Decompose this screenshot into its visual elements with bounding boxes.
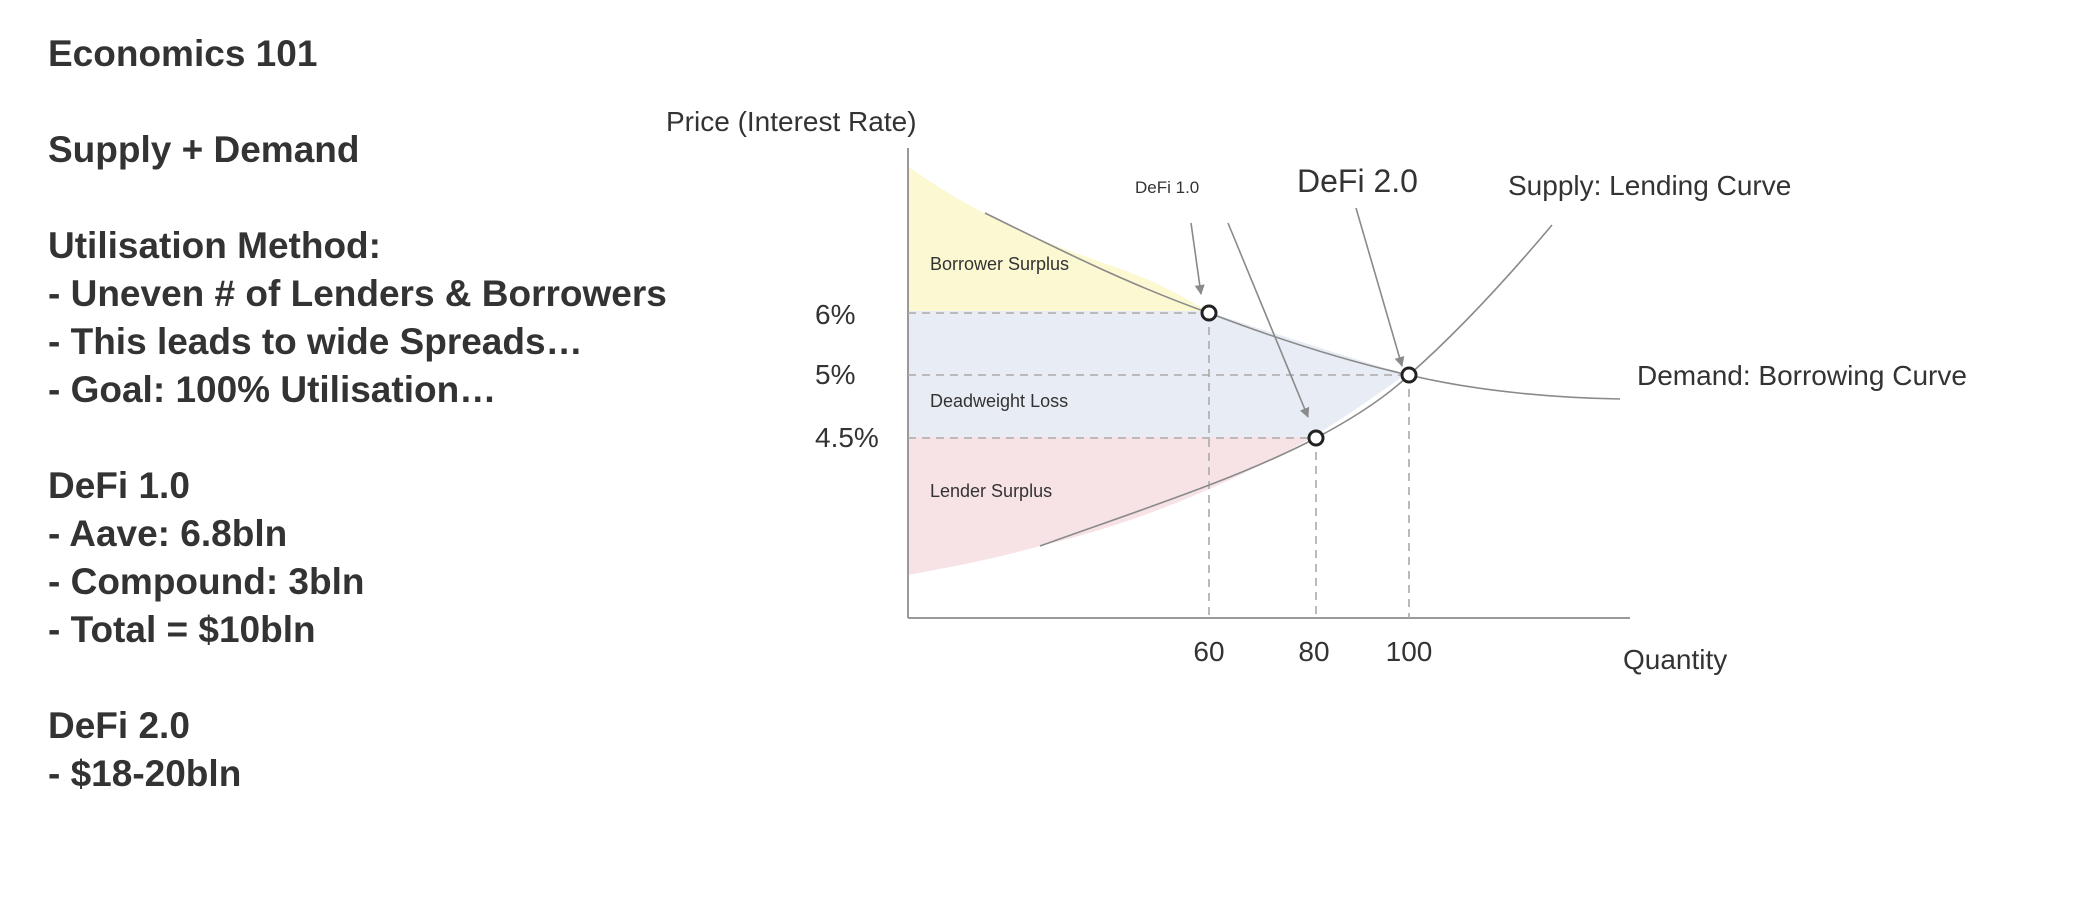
defi2-heading: DeFi 2.0 [48,705,190,746]
defi1-point: - Total = $10bln [48,609,316,650]
lender-surplus-region [908,437,1313,575]
x-axis-label: Quantity [1623,644,1727,675]
method-point: - Goal: 100% Utilisation… [48,369,497,410]
x-tick-60: 60 [1193,636,1224,667]
demand-curve-label: Demand: Borrowing Curve [1637,360,1967,391]
method-point: - This leads to wide Spreads… [48,321,583,362]
y-tick-4-5pct: 4.5% [815,422,879,453]
x-tick-80: 80 [1298,636,1329,667]
notes-panel: Economics 101 Supply + Demand Utilisatio… [48,30,667,798]
defi2-label: DeFi 2.0 [1297,163,1418,199]
equilibrium-point-100 [1400,366,1418,384]
y-tick-5pct: 5% [815,359,855,390]
defi1-heading: DeFi 1.0 [48,465,190,506]
defi1-arrow [1190,222,1205,295]
defi2-point: - $18-20bln [48,753,242,794]
y-axis-label: Price (Interest Rate) [666,106,917,137]
y-tick-6pct: 6% [815,299,855,330]
equilibrium-point-80 [1307,429,1325,447]
defi1-point: - Compound: 3bln [48,561,365,602]
method-heading: Utilisation Method: [48,225,381,266]
defi1-arrow-to-80 [1227,222,1310,418]
deadweight-loss-region [908,311,1406,437]
defi1-point: - Aave: 6.8bln [48,513,288,554]
defi2-arrow [1355,207,1405,367]
method-point: - Uneven # of Lenders & Borrowers [48,273,667,314]
equilibrium-point-60 [1200,304,1218,322]
notes-subtitle: Supply + Demand [48,129,360,170]
demand-curve [984,212,1621,400]
supply-curve [1039,224,1553,547]
supply-curve-label: Supply: Lending Curve [1508,170,1791,201]
defi1-label: DeFi 1.0 [1135,178,1199,197]
borrower-surplus-region [908,166,1206,311]
notes-title: Economics 101 [48,33,318,74]
borrower-surplus-label: Borrower Surplus [930,254,1069,274]
x-tick-100: 100 [1386,636,1433,667]
lender-surplus-label: Lender Surplus [930,481,1052,501]
deadweight-loss-label: Deadweight Loss [930,391,1068,411]
